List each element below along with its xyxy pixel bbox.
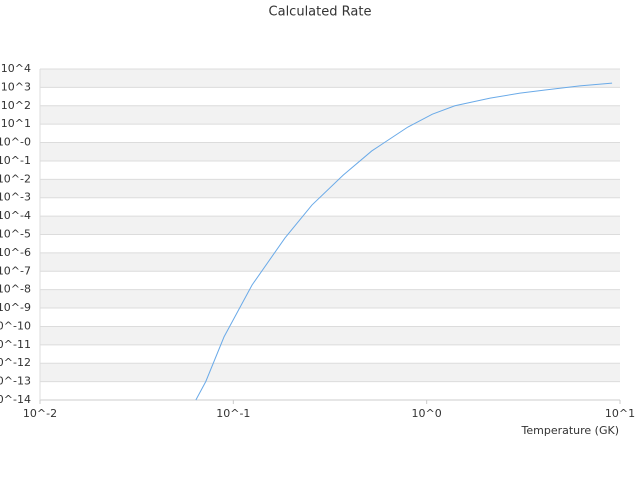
y-tick-label: 10^-2 [0, 172, 31, 185]
data-line [195, 82, 613, 401]
grid-band [40, 363, 620, 382]
y-tick-label: 10^-5 [0, 228, 31, 241]
grid-band [40, 252, 620, 272]
y-tick-label: 10^-4 [0, 209, 31, 222]
grid-band [40, 87, 620, 106]
y-tick-label: 10^-9 [0, 301, 31, 314]
y-tick-label: 10^-13 [0, 375, 31, 388]
y-tick-label: 10^-10 [0, 319, 31, 332]
y-tick-label: 10^3 [1, 80, 31, 93]
grid-band [40, 381, 620, 400]
y-tick-label: 10^1 [1, 117, 31, 130]
y-tick-label: 10^-7 [0, 264, 31, 277]
grid-band [40, 197, 620, 217]
x-tick-label: 10^-1 [216, 407, 250, 420]
x-axis-label: Temperature (GK) [521, 424, 620, 437]
y-tick-label: 10^-0 [0, 136, 31, 149]
y-tick-label: 10^-14 [0, 393, 31, 406]
grid-band [40, 179, 620, 198]
grid-band [40, 308, 620, 327]
y-tick-label: 10^-1 [0, 154, 31, 167]
x-tick-label: 10^1 [605, 407, 635, 420]
grid-band [40, 326, 620, 345]
grid-band [40, 105, 620, 125]
y-tick-label: 10^-8 [0, 283, 31, 296]
y-tick-label: 10^-3 [0, 191, 31, 204]
y-tick-label: 10^4 [1, 62, 31, 75]
grid-band [40, 124, 620, 143]
x-tick-label: 10^0 [412, 407, 442, 420]
y-tick-label: 10^-12 [0, 356, 31, 369]
grid-band [40, 160, 620, 180]
grid-band [40, 289, 620, 309]
grid-band [40, 216, 620, 235]
grid-band [40, 271, 620, 290]
y-tick-label: 10^-11 [0, 338, 31, 351]
chart-title: Calculated Rate [269, 5, 372, 20]
grid-band [40, 344, 620, 364]
grid-band [40, 142, 620, 161]
grid-band [40, 234, 620, 253]
grid-band [40, 69, 620, 88]
y-tick-label: 10^2 [1, 99, 31, 112]
x-tick-label: 10^-2 [23, 407, 57, 420]
y-tick-label: 10^-6 [0, 246, 31, 259]
